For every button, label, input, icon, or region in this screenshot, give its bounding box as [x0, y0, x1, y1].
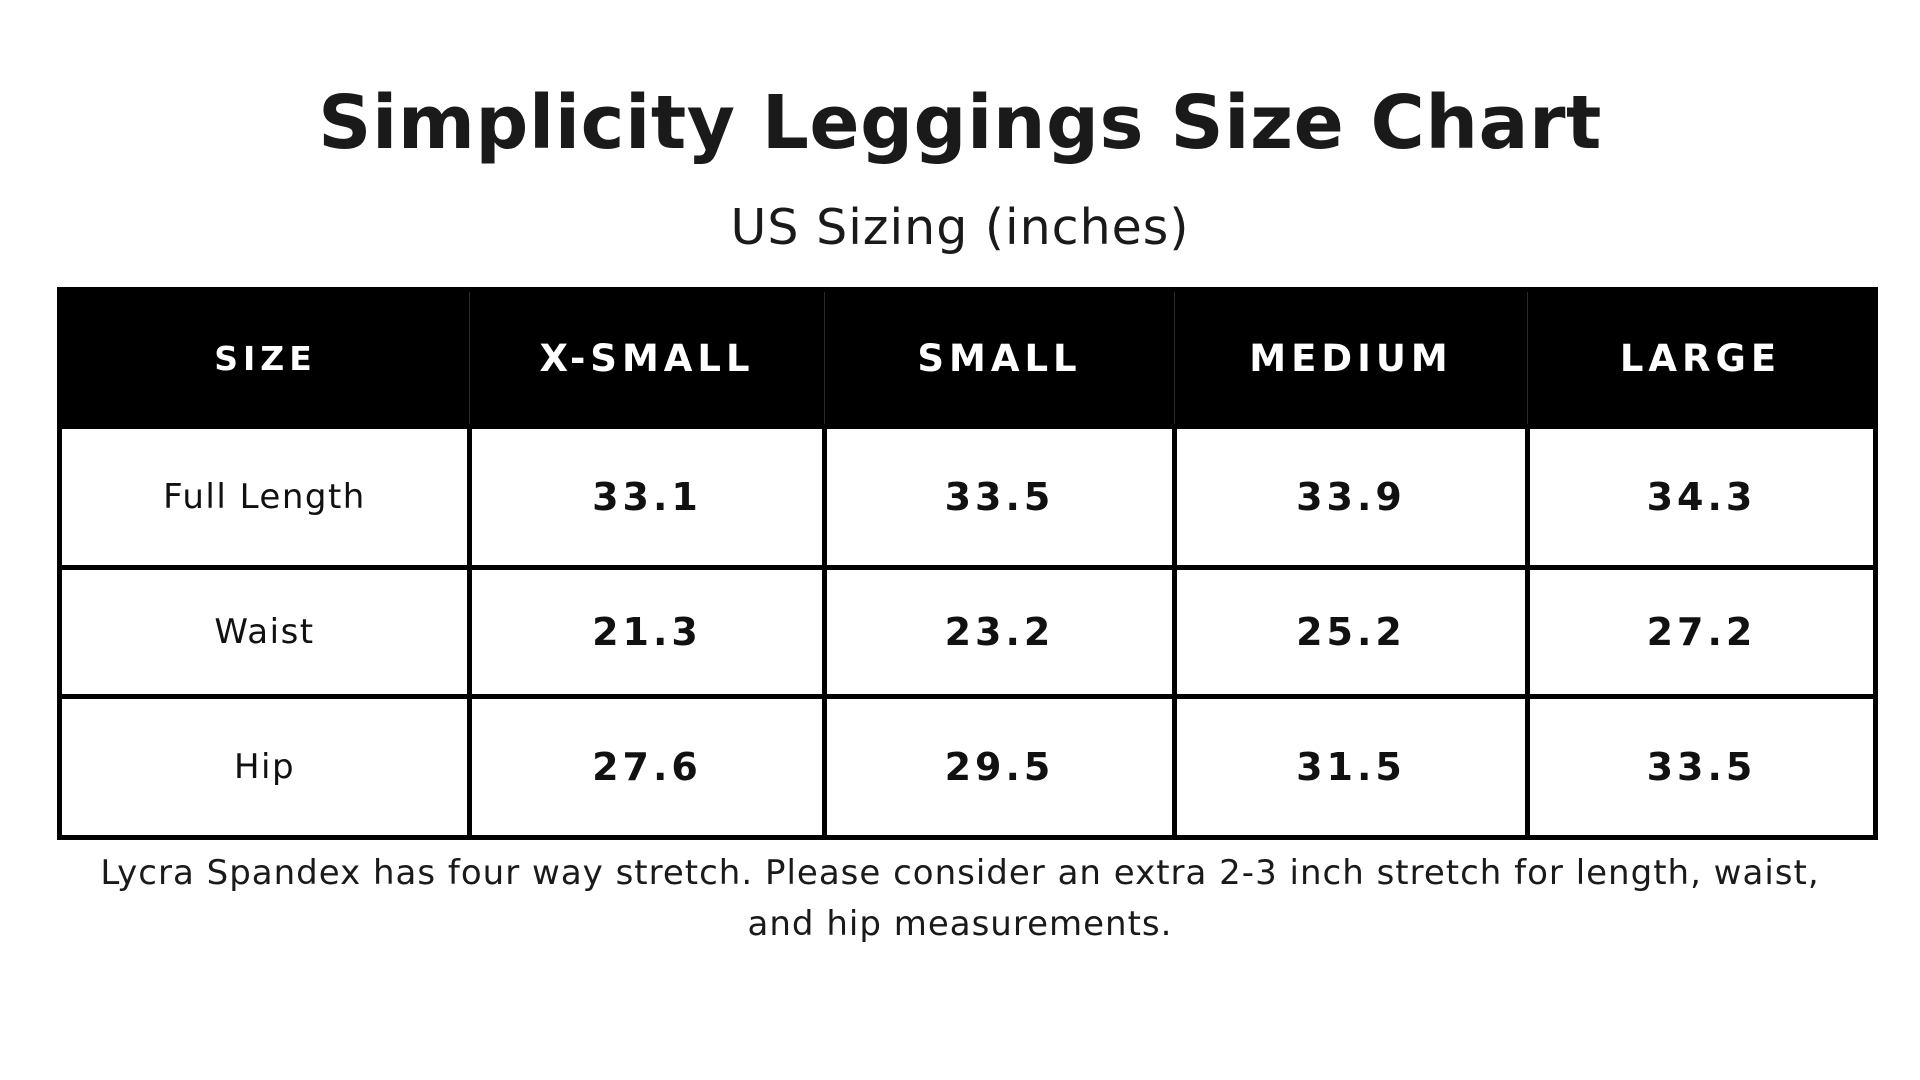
header-size: SIZE	[59, 289, 470, 427]
header-small: SMALL	[824, 289, 1175, 427]
cell-hip-small: 29.5	[822, 694, 1177, 840]
table-row-full-length: Full Length 33.1 33.5 33.9 34.3	[57, 424, 1878, 570]
row-label-waist: Waist	[57, 565, 472, 699]
cell-waist-large: 27.2	[1525, 565, 1878, 699]
cell-waist-x-small: 21.3	[467, 565, 827, 699]
table-row-waist: Waist 21.3 23.2 25.2 27.2	[57, 565, 1878, 699]
cell-full-length-medium: 33.9	[1172, 424, 1530, 570]
header-medium: MEDIUM	[1174, 289, 1528, 427]
stretch-note: Lycra Spandex has four way stretch. Plea…	[60, 848, 1860, 950]
cell-full-length-small: 33.5	[822, 424, 1177, 570]
cell-full-length-large: 34.3	[1525, 424, 1878, 570]
cell-waist-small: 23.2	[822, 565, 1177, 699]
cell-waist-medium: 25.2	[1172, 565, 1530, 699]
stretch-note-line-2: and hip measurements.	[747, 904, 1173, 944]
row-label-full-length: Full Length	[57, 424, 472, 570]
table-header-row: SIZE X-SMALL SMALL MEDIUM LARGE	[59, 289, 1876, 427]
table-row-hip: Hip 27.6 29.5 31.5 33.5	[57, 694, 1878, 840]
stretch-note-line-1: Lycra Spandex has four way stretch. Plea…	[100, 853, 1820, 893]
page-title: Simplicity Leggings Size Chart	[318, 80, 1602, 166]
cell-hip-x-small: 27.6	[467, 694, 827, 840]
cell-hip-medium: 31.5	[1172, 694, 1530, 840]
row-label-hip: Hip	[57, 694, 472, 840]
cell-full-length-x-small: 33.1	[467, 424, 827, 570]
page-subtitle: US Sizing (inches)	[730, 199, 1190, 256]
header-x-small: X-SMALL	[469, 289, 825, 427]
header-large: LARGE	[1527, 289, 1876, 427]
cell-hip-large: 33.5	[1525, 694, 1878, 840]
size-chart-table: SIZE X-SMALL SMALL MEDIUM LARGE Full Len…	[57, 287, 1878, 840]
